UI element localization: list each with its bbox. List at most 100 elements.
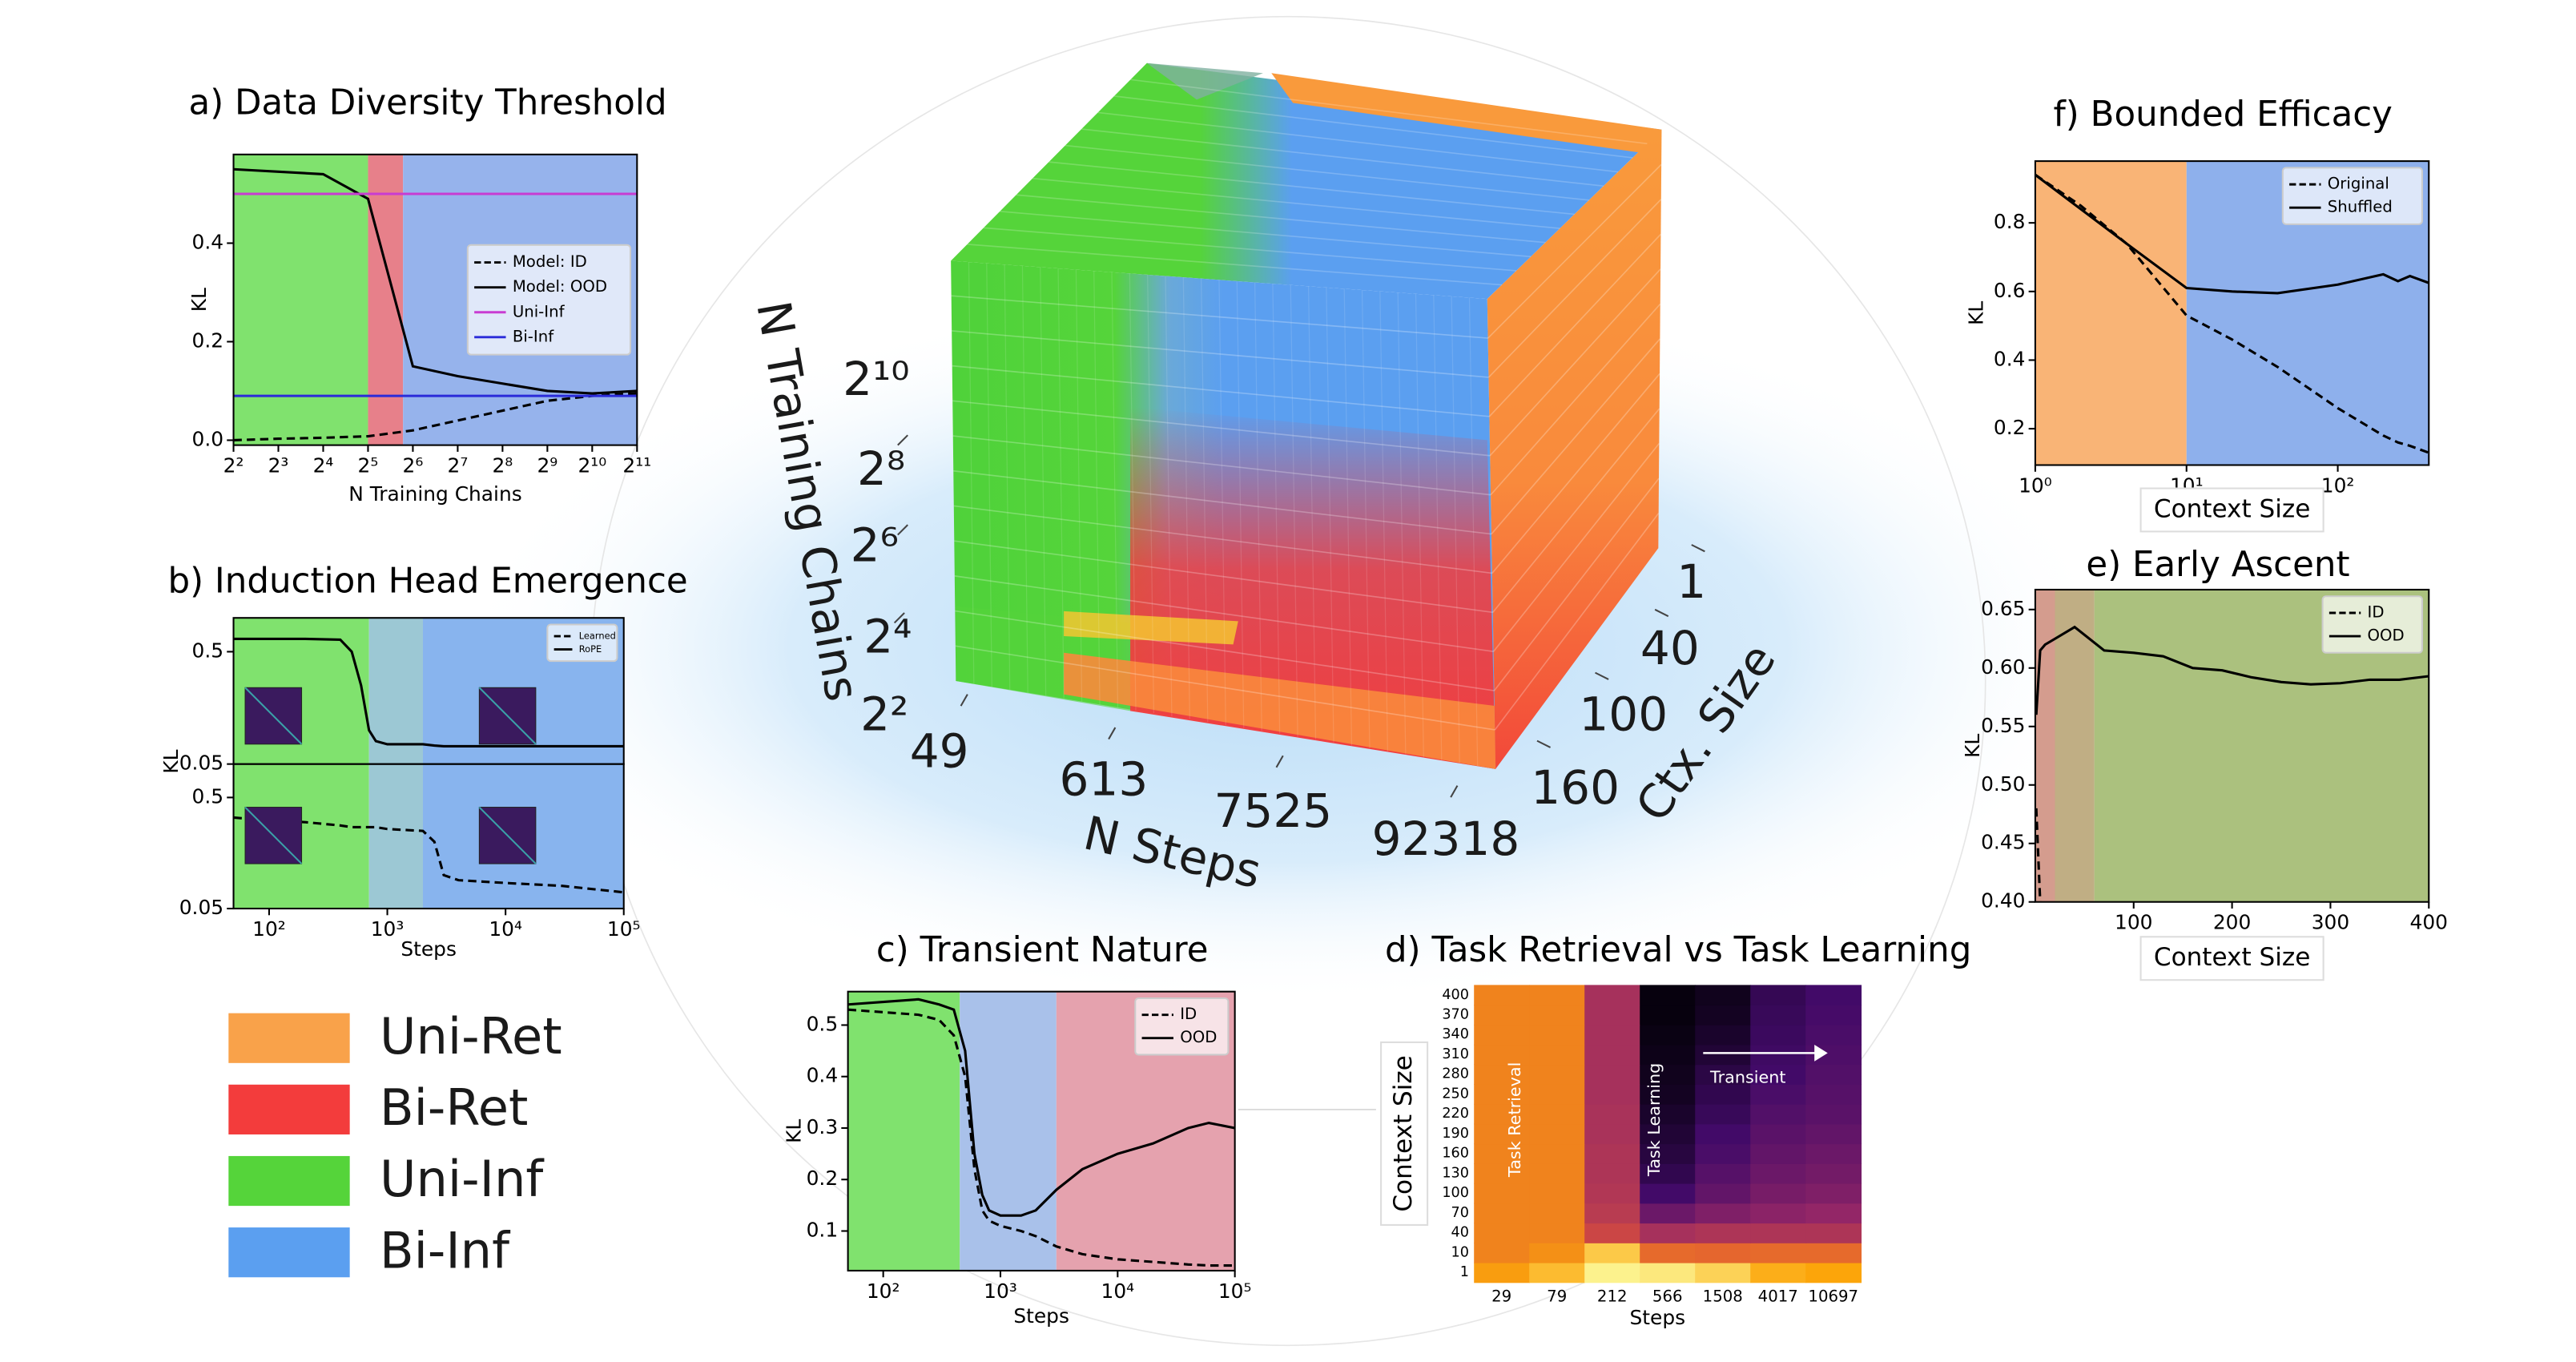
cube-grid-line bbox=[1000, 210, 1532, 258]
x-axis-label: Context Size bbox=[2154, 494, 2310, 523]
background-region bbox=[368, 618, 423, 764]
y-tick-label: 70 bbox=[1451, 1205, 1469, 1221]
cube-grid-line bbox=[952, 435, 1491, 496]
heatmap-cell bbox=[1529, 1223, 1586, 1243]
legend-label: RoPE bbox=[579, 643, 602, 655]
heatmap-cell bbox=[1640, 1044, 1697, 1066]
legend-label: Bi-Inf bbox=[380, 1221, 511, 1279]
x-tick-label: 100 bbox=[2115, 911, 2152, 934]
background-region bbox=[233, 154, 368, 445]
heatmap-cell bbox=[1805, 1064, 1862, 1085]
y-axis-label: KL bbox=[187, 288, 211, 312]
heatmap-cell bbox=[1695, 1024, 1752, 1046]
series-line bbox=[847, 997, 1235, 1217]
legend-label: ID bbox=[1180, 1005, 1197, 1023]
heatmap-cell bbox=[1750, 1123, 1807, 1145]
heatmap-cell bbox=[1474, 1262, 1531, 1283]
cube-grid-line bbox=[1343, 288, 1353, 746]
heatmap-cell bbox=[1640, 1123, 1697, 1145]
x-axis-label: Steps bbox=[400, 937, 457, 961]
y-tick-label: 340 bbox=[1442, 1026, 1469, 1042]
heatmap-cell bbox=[1474, 1223, 1531, 1243]
heatmap-cell bbox=[1584, 1103, 1641, 1125]
cube-tick bbox=[960, 694, 968, 707]
heatmap-cell bbox=[1529, 1243, 1586, 1263]
heatmap-cell bbox=[1695, 1005, 1752, 1026]
heatmap-cell bbox=[1805, 1183, 1862, 1204]
cube-grid-line bbox=[1147, 274, 1155, 714]
cube-grid-line bbox=[1201, 278, 1209, 723]
heatmap-cell bbox=[1474, 1064, 1531, 1085]
heatmap-cell bbox=[1474, 1243, 1531, 1263]
cube-grid-line bbox=[1361, 290, 1371, 749]
series-line bbox=[2035, 625, 2429, 715]
heatmap-cell bbox=[1474, 1123, 1531, 1145]
plot-frame bbox=[847, 990, 1236, 1272]
heatmap-cell bbox=[1584, 1243, 1641, 1263]
heatmap-cell bbox=[1695, 1143, 1752, 1164]
heatmap-cell bbox=[1695, 1163, 1752, 1184]
plot-frame bbox=[232, 763, 625, 910]
heatmap-cell bbox=[1805, 1044, 1862, 1066]
x-tick-label: 10³ bbox=[984, 1279, 1017, 1303]
x-tick-label: 300 bbox=[2312, 911, 2349, 934]
cube-tick bbox=[1450, 785, 1459, 798]
chart: 0.40 0.45 0.50 0.55 0.60 0.65 100 200 300 400 ID OO… bbox=[1961, 545, 2448, 981]
heatmap-cell bbox=[1640, 1243, 1697, 1263]
cube-x-tick: 49 bbox=[910, 723, 969, 778]
inset-diagonal bbox=[244, 806, 303, 864]
x-tick-label: 10⁵ bbox=[607, 917, 641, 941]
x-tick-label: 10³ bbox=[371, 917, 405, 941]
series-line bbox=[233, 816, 624, 894]
cube-grid-line bbox=[952, 365, 1490, 417]
cube-tick bbox=[1275, 755, 1284, 768]
heatmap-cell bbox=[1474, 1143, 1531, 1164]
y-tick-label: 1 bbox=[1460, 1264, 1469, 1280]
heatmap-cell bbox=[1640, 1084, 1697, 1105]
chart-title: b) Induction Head Emergence bbox=[167, 562, 687, 602]
cube-grid-line bbox=[954, 540, 1493, 614]
y-axis-label: KL bbox=[1964, 301, 1987, 325]
y-tick-label: 0.5 bbox=[192, 639, 224, 662]
heatmap-cell bbox=[1584, 1084, 1641, 1105]
cube-tick bbox=[1654, 608, 1669, 618]
x-tick-label: 1508 bbox=[1703, 1287, 1743, 1306]
cube-y-tick: 2⁶ bbox=[851, 518, 899, 572]
heatmap-cell bbox=[1695, 1243, 1752, 1263]
x-tick-label: 2⁵ bbox=[358, 454, 379, 478]
cube-z-tick: 1 bbox=[1676, 554, 1706, 609]
heatmap-cell bbox=[1529, 985, 1586, 1005]
cube-grid-line bbox=[1272, 284, 1281, 734]
cube-tick bbox=[1691, 544, 1705, 553]
inset-diagonal bbox=[478, 806, 537, 864]
cube-grid-line bbox=[1113, 95, 1633, 159]
heatmap-cell bbox=[1805, 1103, 1862, 1125]
x-tick-label: 29 bbox=[1491, 1287, 1511, 1306]
heatmap-cell bbox=[1640, 1103, 1697, 1125]
cube-grid-line bbox=[1492, 443, 1660, 652]
cube-grid-line bbox=[1397, 292, 1407, 755]
heatmap-cell bbox=[1529, 1084, 1586, 1105]
cube-grid-line bbox=[1491, 338, 1661, 535]
cube-grid-line bbox=[1004, 264, 1011, 690]
y-axis-label: KL bbox=[782, 1119, 805, 1143]
cube-grid-line bbox=[1307, 286, 1317, 740]
cube-grid-line bbox=[1415, 293, 1424, 758]
heatmap-cell bbox=[1474, 1084, 1531, 1105]
heatmap-cell bbox=[1584, 1064, 1641, 1085]
heatmap-cell bbox=[1750, 1064, 1807, 1085]
series-line bbox=[233, 637, 624, 748]
heatmap-cell bbox=[1474, 1024, 1531, 1046]
x-tick-label: 400 bbox=[2410, 911, 2448, 934]
heatmap-cell bbox=[1805, 1203, 1862, 1224]
heatmap-cell bbox=[1474, 985, 1531, 1005]
cube-z-tick: 160 bbox=[1531, 760, 1620, 815]
x-tick-label: 4017 bbox=[1758, 1287, 1798, 1306]
heatmap-cell bbox=[1640, 1262, 1697, 1283]
cube-grid-line bbox=[1489, 268, 1661, 457]
y-tick-label: 280 bbox=[1442, 1066, 1469, 1082]
heatmap-cell bbox=[1474, 1203, 1531, 1224]
cube-tick bbox=[1595, 671, 1609, 680]
cube-grid-line bbox=[1488, 233, 1662, 417]
